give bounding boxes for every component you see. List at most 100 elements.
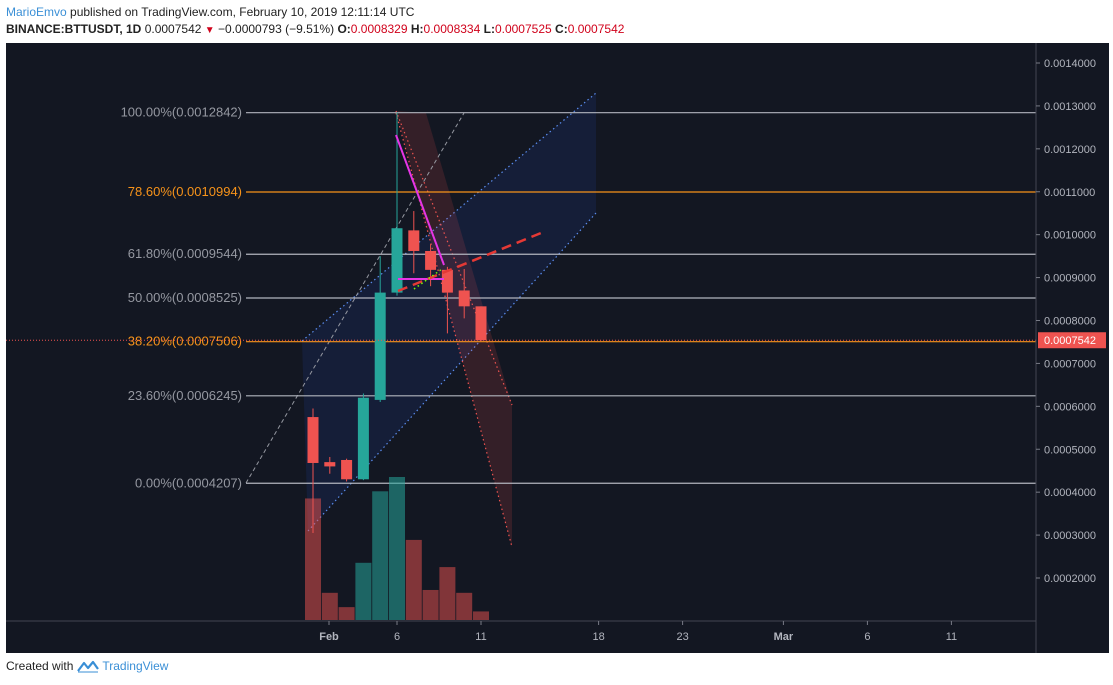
price-tick-label-4: 0.0010000 — [1044, 230, 1096, 242]
red-fan-fill — [396, 111, 512, 547]
date-tick-label-4: 23 — [676, 631, 688, 643]
volume-bar-1 — [321, 592, 338, 620]
chart-drawings — [245, 92, 597, 548]
volume-bar-3 — [355, 562, 372, 620]
candle-body-10 — [475, 306, 487, 341]
low-label: L: — [483, 22, 495, 36]
candle-5 — [391, 112, 403, 296]
fib-level-label-3: 50.00%(0.0008525) — [128, 290, 242, 305]
candle-body-6 — [408, 230, 420, 251]
volume-bar-0 — [305, 498, 321, 620]
price-tick-label-7: 0.0007000 — [1044, 358, 1096, 370]
price-tick-label-9: 0.0005000 — [1044, 444, 1096, 456]
high-value: 0.0008334 — [423, 22, 481, 36]
tradingview-logo-icon[interactable] — [77, 659, 100, 673]
close-label: C: — [555, 22, 568, 36]
volume-bar-10 — [473, 611, 489, 620]
current-price-tag: 0.0007542 — [1038, 332, 1106, 349]
price-tick-label-6: 0.0008000 — [1044, 316, 1096, 328]
fib-level-label-5: 23.60%(0.0006245) — [128, 388, 242, 403]
volume-bar-8 — [439, 567, 456, 620]
price-axis[interactable]: 0.0014000 0.0013000 0.0012000 0.0011000 0.00… — [1036, 58, 1096, 585]
fib-levels: 100.00%(0.0012842) 78.60%(0.0010994) 61.80… — [121, 105, 1036, 490]
date-tick-label-1: 6 — [394, 631, 400, 643]
close-value: 0.0007542 — [567, 22, 625, 36]
down-triangle-icon: ▼ — [204, 25, 215, 36]
volume-bar-5 — [389, 477, 405, 620]
fib-level-label-0: 100.00%(0.0012842) — [121, 105, 242, 120]
price-tick-label-11: 0.0003000 — [1044, 530, 1096, 542]
candle-body-8 — [441, 269, 453, 293]
candle-9 — [458, 269, 470, 319]
channel-upper-line — [301, 92, 597, 342]
price-tick-label-0: 0.0014000 — [1044, 58, 1096, 70]
price-tick-label-3: 0.0011000 — [1044, 187, 1095, 199]
candle-body-7 — [425, 250, 437, 270]
price-tag-label: 0.0007542 — [1044, 335, 1096, 347]
price-tick-label-1: 0.0013000 — [1044, 101, 1096, 113]
trend-dashed-line — [245, 112, 465, 484]
candle-3 — [357, 393, 369, 481]
author-link[interactable]: MarioEmvo — [6, 5, 67, 19]
candle-body-9 — [458, 290, 470, 307]
candle-body-4 — [374, 292, 386, 400]
symbol: BINANCE:BTTUSDT, 1D — [6, 22, 142, 36]
date-tick-label-6: 6 — [864, 631, 870, 643]
green-dotted-line — [413, 268, 443, 290]
red-fan-line-2 — [395, 112, 513, 548]
red-fan-line-1 — [395, 110, 513, 406]
price-tick-label-8: 0.0006000 — [1044, 401, 1096, 413]
candle-body-3 — [357, 397, 369, 480]
candle-8 — [441, 266, 453, 334]
low-value: 0.0007525 — [494, 22, 552, 36]
fib-level-label-4: 38.20%(0.0007506) — [128, 334, 242, 349]
open-value: 0.0008329 — [350, 22, 408, 36]
date-tick-label-5: Mar — [774, 631, 794, 643]
date-tick-label-0: Feb — [319, 631, 339, 643]
date-tick-label-3: 18 — [592, 631, 604, 643]
candle-0 — [307, 408, 319, 533]
last-price: 0.0007542 — [144, 22, 202, 36]
red-dashed-projection — [397, 229, 547, 293]
high-label: H: — [410, 22, 424, 36]
candle-2 — [341, 458, 353, 482]
candles — [307, 112, 487, 533]
candle-body-5 — [391, 228, 403, 293]
volume-bar-4 — [372, 491, 389, 620]
candle-body-2 — [341, 459, 353, 480]
chart-overlay — [6, 134, 1036, 341]
price-tick-label-10: 0.0004000 — [1044, 487, 1096, 499]
fib-level-label-1: 78.60%(0.0010994) — [128, 184, 242, 199]
price-tick-label-5: 0.0009000 — [1044, 273, 1096, 285]
candle-1 — [324, 456, 336, 474]
price-change: −0.0000793 (−9.51%) — [218, 22, 335, 36]
price-tick-label-2: 0.0012000 — [1044, 144, 1096, 156]
symbol-info: BINANCE:BTTUSDT, 1D 0.0007542 ▼ −0.00007… — [6, 22, 624, 36]
magenta-line — [395, 134, 445, 266]
publish-info: MarioEmvo published on TradingView.com, … — [6, 5, 414, 19]
time-axis[interactable]: Feb 6 11 18 23 Mar 6 11 — [319, 621, 957, 643]
footer: Created with TradingView — [6, 659, 168, 673]
date-tick-label-2: 11 — [475, 631, 486, 643]
price-tick-label-12: 0.0002000 — [1044, 573, 1096, 585]
volume-bar-6 — [405, 539, 422, 620]
candle-4 — [374, 256, 386, 403]
price-tag-bg — [1038, 332, 1106, 349]
open-label: O: — [337, 22, 351, 36]
volume-bars — [305, 477, 489, 620]
fib-level-label-6: 0.00%(0.0004207) — [135, 475, 242, 490]
volume-bar-2 — [338, 607, 355, 620]
candle-6 — [408, 211, 420, 274]
channel-fill — [302, 93, 596, 531]
chart-background — [6, 43, 1109, 653]
fib-level-label-2: 61.80%(0.0009544) — [128, 246, 242, 261]
published-text: published on TradingView.com, February 1… — [66, 5, 415, 19]
volume-bar-9 — [456, 592, 473, 620]
created-with-text: Created with — [6, 659, 74, 673]
date-tick-label-7: 11 — [946, 631, 957, 643]
footer-brand[interactable]: TradingView — [102, 659, 169, 673]
price-chart[interactable]: 100.00%(0.0012842) 78.60%(0.0010994) 61.80… — [6, 43, 1109, 653]
volume-bar-7 — [422, 589, 439, 620]
candle-body-1 — [324, 462, 336, 467]
candle-10 — [475, 306, 487, 342]
